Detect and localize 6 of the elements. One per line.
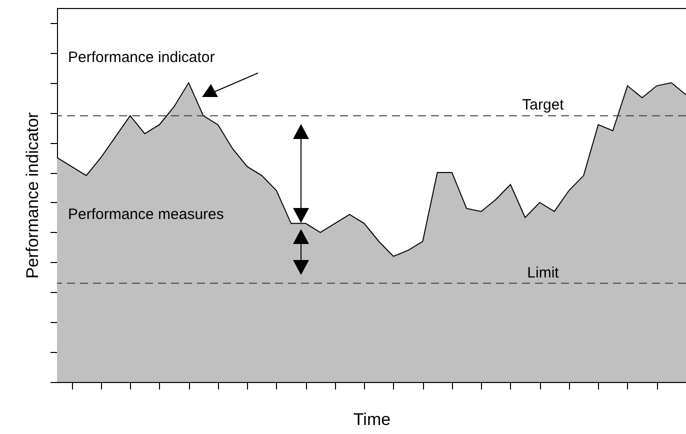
y-axis-title: Performance indicator: [23, 112, 42, 279]
ref-line-label: Limit: [527, 264, 560, 282]
text: Performance indicator: [68, 49, 215, 66]
x-axis-title: Time: [353, 410, 391, 429]
ref-line-label: Target: [522, 96, 565, 114]
annotation: Performance measures: [68, 206, 224, 223]
